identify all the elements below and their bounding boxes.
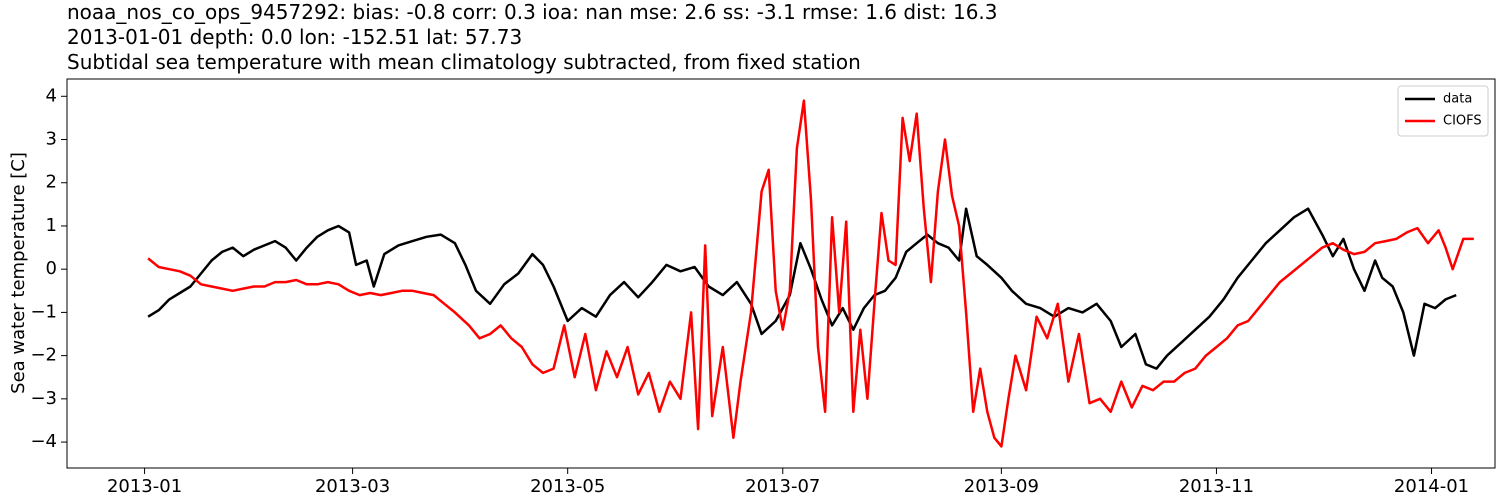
- x-tick-label: 2013-07: [745, 476, 820, 497]
- legend-label-ciofs: CIOFS: [1443, 114, 1482, 129]
- y-tick-label: −3: [30, 388, 57, 409]
- series-line-data: [147, 207, 1457, 370]
- legend: data CIOFS: [1397, 85, 1489, 137]
- y-tick-label: −4: [30, 431, 57, 452]
- y-tick-label: 3: [46, 129, 57, 150]
- y-tick-label: 0: [46, 258, 57, 279]
- series-lines: [147, 99, 1474, 448]
- y-axis: −4 −3 −2 −1 0 1 2 3 4: [30, 85, 67, 452]
- y-tick-label: −2: [30, 345, 57, 366]
- y-tick-label: 1: [46, 215, 57, 236]
- series-line-ciofs: [147, 99, 1474, 448]
- chart-title-location: 2013-01-01 depth: 0.0 lon: -152.51 lat: …: [67, 25, 523, 49]
- chart-title-description: Subtidal sea temperature with mean clima…: [67, 50, 861, 74]
- chart-title-stats: noaa_nos_co_ops_9457292: bias: -0.8 corr…: [67, 0, 998, 24]
- plot-frame: [66, 78, 1496, 469]
- y-tick-label: 2: [46, 172, 57, 193]
- chart-title-block: noaa_nos_co_ops_9457292: bias: -0.8 corr…: [67, 0, 998, 75]
- x-tick-label: 2013-11: [1179, 476, 1254, 497]
- x-tick-label: 2014-01: [1394, 476, 1469, 497]
- x-tick-label: 2013-03: [315, 476, 390, 497]
- x-tick-label: 2013-09: [964, 476, 1039, 497]
- legend-label-data: data: [1443, 92, 1472, 107]
- x-tick-label: 2013-01: [107, 476, 182, 497]
- y-tick-label: 4: [46, 85, 57, 106]
- y-tick-label: −1: [30, 301, 57, 322]
- y-axis-label: Sea water temperature [C]: [8, 152, 29, 394]
- x-tick-label: 2013-05: [530, 476, 605, 497]
- x-axis: 2013-01 2013-03 2013-05 2013-07 2013-09 2013-…: [107, 468, 1469, 497]
